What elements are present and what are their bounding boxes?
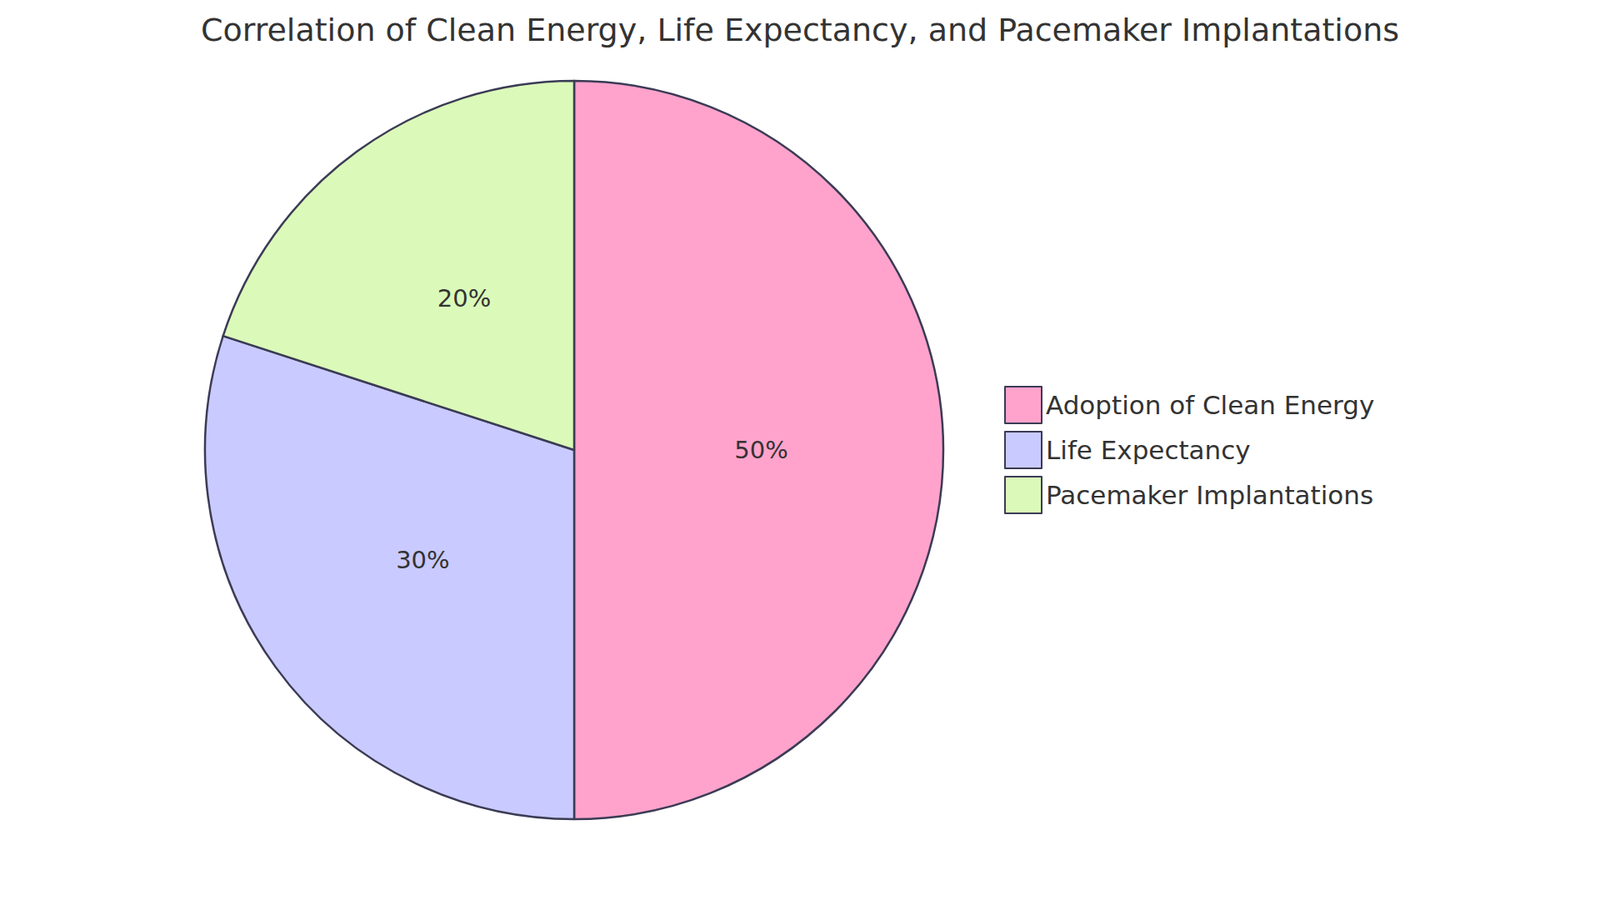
svg-text:30%: 30% — [395, 545, 450, 575]
svg-text:Life Expectancy: Life Expectancy — [1045, 435, 1251, 465]
svg-text:20%: 20% — [437, 284, 491, 313]
svg-text:Correlation of Clean Energy, L: Correlation of Clean Energy, Life Expect… — [200, 11, 1400, 49]
svg-text:Adoption of Clean Energy: Adoption of Clean Energy — [1045, 390, 1375, 420]
svg-text:Pacemaker Implantations: Pacemaker Implantations — [1045, 480, 1374, 510]
svg-text:50%: 50% — [734, 435, 788, 465]
